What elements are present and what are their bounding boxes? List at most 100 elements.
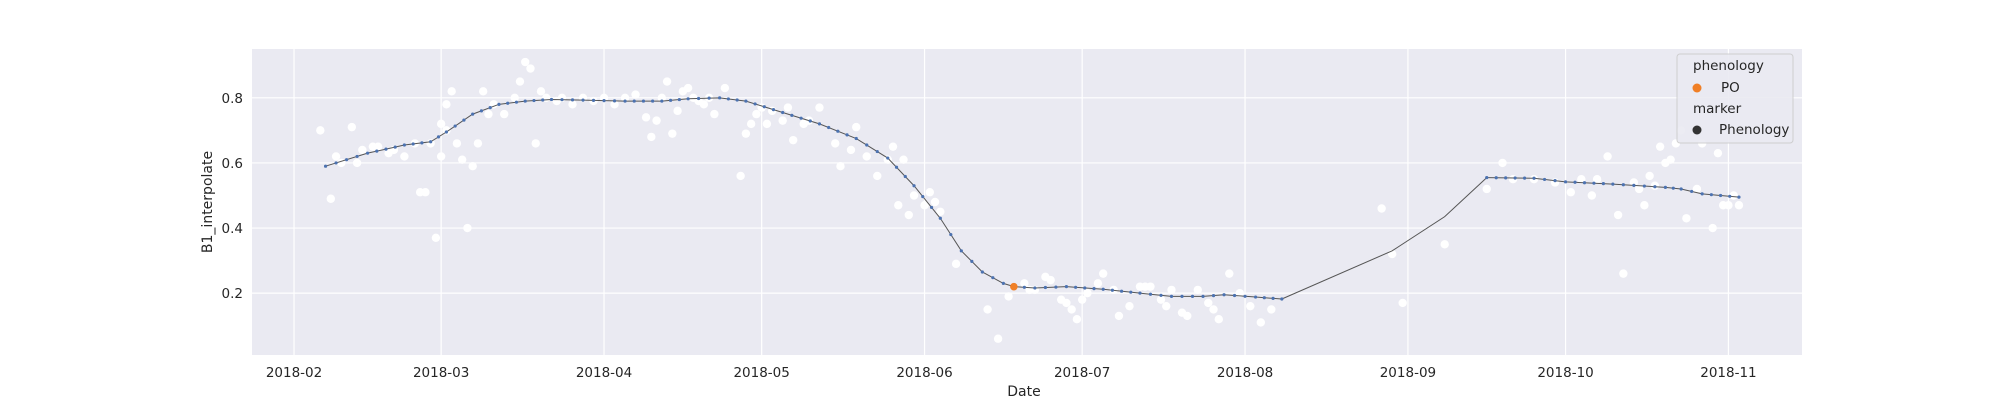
smoothed-marker (865, 143, 869, 147)
raw-point (1603, 152, 1612, 161)
legend-box (1676, 53, 1794, 144)
raw-point (662, 77, 672, 86)
raw-point (531, 139, 540, 148)
raw-point (373, 142, 383, 151)
smoothed-marker (436, 135, 441, 139)
smoothed-marker (1001, 281, 1005, 285)
legend-phenology-marker (1692, 125, 1702, 135)
raw-point (752, 109, 761, 119)
smoothed-marker (323, 164, 328, 168)
smoothed-marker (1253, 295, 1258, 299)
smoothed-marker (875, 149, 879, 154)
smoothed-marker (1022, 285, 1026, 289)
smoothed-marker (799, 116, 803, 120)
raw-point (442, 100, 451, 109)
x-tick-label: 2018-08 (1217, 365, 1273, 381)
raw-point (1708, 223, 1717, 233)
legend-title-marker: marker (1693, 101, 1742, 117)
smoothed-marker (686, 97, 690, 101)
raw-point (1692, 184, 1702, 194)
po-series (1010, 282, 1018, 291)
raw-point (815, 103, 824, 112)
smoothed-marker (1601, 182, 1605, 186)
raw-point (904, 210, 913, 220)
x-tick-label: 2018-11 (1700, 365, 1756, 381)
x-tick-label: 2018-09 (1380, 365, 1436, 381)
smoothed-marker (1632, 183, 1636, 187)
smoothed-marker (1074, 285, 1078, 289)
legend-po-marker (1692, 83, 1702, 93)
raw-point (1083, 288, 1092, 298)
raw-point (831, 139, 840, 148)
smoothed-marker (523, 99, 527, 103)
smoothed-marker (1064, 285, 1069, 289)
raw-point (500, 109, 509, 119)
smoothed-marker (506, 101, 510, 105)
raw-point (1146, 282, 1155, 291)
smoothed-marker (402, 143, 406, 147)
raw-point (736, 171, 745, 181)
raw-point (515, 77, 525, 86)
smoothed-marker (921, 194, 925, 199)
smoothed-marker (959, 249, 963, 253)
raw-point (1162, 301, 1171, 311)
smoothed-marker (488, 105, 492, 110)
raw-point (1246, 301, 1255, 311)
raw-point (936, 207, 945, 216)
smoothed-marker (1522, 176, 1527, 180)
raw-point (778, 116, 787, 125)
raw-point (741, 129, 751, 138)
raw-point (1004, 292, 1013, 301)
raw-point (657, 93, 667, 103)
smoothed-marker (497, 102, 501, 106)
plot-background (252, 49, 1802, 355)
smoothed-marker (1054, 285, 1058, 289)
smoothed-marker (1737, 195, 1741, 199)
raw-point (1125, 301, 1134, 311)
smoothed-marker (453, 124, 457, 128)
smoothed-marker (938, 216, 942, 220)
raw-point (1193, 285, 1202, 295)
raw-point (631, 90, 640, 99)
smoothed-marker (1148, 292, 1153, 296)
smoothed-marker (1243, 294, 1247, 298)
raw-point (762, 119, 772, 129)
smoothed-marker (1700, 192, 1704, 196)
raw-point (1577, 175, 1586, 184)
raw-point (673, 106, 682, 116)
smoothed-marker (949, 232, 953, 237)
smoothed-marker (854, 136, 858, 141)
smoothed-marker (384, 147, 388, 151)
x-axis-title: Date (1007, 384, 1040, 400)
smoothed-marker (532, 98, 536, 103)
raw-point (1629, 178, 1639, 187)
x-tick-label: 2018-02 (266, 365, 322, 381)
raw-point (1645, 171, 1654, 181)
raw-point (1734, 201, 1744, 210)
y-tick-label: 0.8 (222, 91, 243, 107)
raw-point (1020, 279, 1029, 288)
raw-point (510, 93, 519, 103)
smoothed-marker (677, 97, 681, 102)
smoothed-marker (444, 130, 449, 134)
raw-point (1482, 184, 1491, 194)
raw-point (1072, 314, 1082, 324)
raw-point (925, 188, 934, 197)
smoothed-marker (991, 276, 995, 280)
smoothed-marker (1718, 193, 1723, 198)
raw-point (836, 161, 845, 171)
smoothed-marker (1690, 189, 1694, 194)
smoothed-marker (845, 133, 849, 137)
legend-entry-po: PO (1721, 80, 1740, 96)
raw-point (873, 171, 882, 181)
smoothed-marker (912, 184, 916, 188)
raw-point (468, 161, 477, 171)
x-tick-label: 2018-07 (1054, 365, 1110, 381)
raw-point (1655, 142, 1665, 151)
smoothed-marker (1494, 176, 1498, 180)
smoothed-marker (771, 108, 776, 112)
smoothed-marker (462, 118, 466, 122)
series-line (1281, 177, 1488, 300)
smoothed-marker (591, 98, 596, 102)
smoothed-marker (1671, 186, 1675, 190)
